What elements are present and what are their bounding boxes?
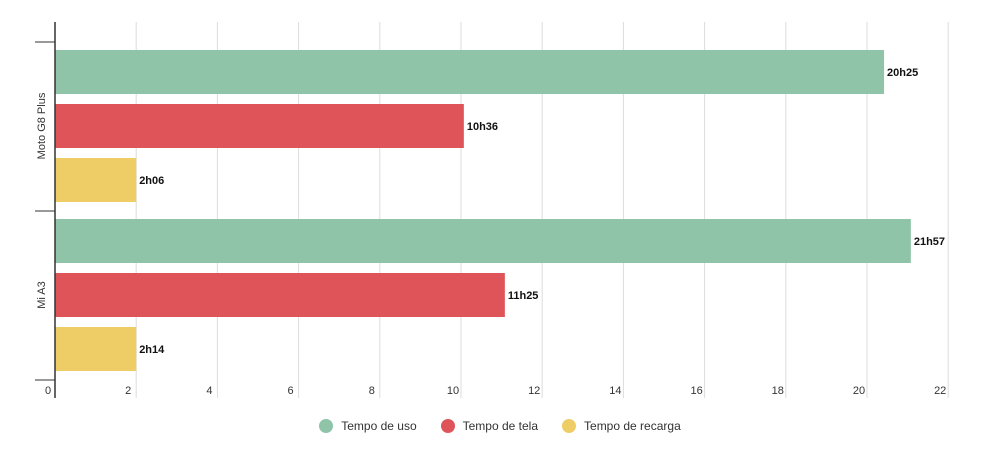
x-tick-label: 12 xyxy=(528,385,540,397)
legend-label: Tempo de uso xyxy=(341,419,417,433)
bars: 20h25 10h36 2h06 21h57 11h25 2h14 xyxy=(55,50,945,371)
category-label: Moto G8 Plus xyxy=(36,92,48,159)
x-tick-label: 2 xyxy=(125,385,131,397)
x-tick-label: 6 xyxy=(288,385,294,397)
x-tick-label: 22 xyxy=(934,385,946,397)
bar-value-label: 2h06 xyxy=(139,175,164,187)
legend-item: Tempo de tela xyxy=(440,419,539,433)
legend-swatch xyxy=(319,419,334,433)
category-label: Mi A3 xyxy=(36,281,48,309)
legend-item: Tempo de recarga xyxy=(562,419,681,433)
x-tick-label: 16 xyxy=(690,385,702,397)
legend: Tempo de uso Tempo de tela Tempo de recarg… xyxy=(0,415,1000,437)
legend-item: Tempo de uso xyxy=(319,419,417,433)
bar-value-label: 10h36 xyxy=(467,121,498,133)
bar xyxy=(55,50,885,94)
x-tick-label: 8 xyxy=(369,385,375,397)
legend-label: Tempo de tela xyxy=(462,419,539,433)
x-tick-label: 14 xyxy=(609,385,621,397)
bar xyxy=(55,158,137,202)
bar-value-label: 11h25 xyxy=(508,290,539,302)
bar xyxy=(55,104,464,148)
legend-swatch xyxy=(440,419,455,433)
x-tick-label: 0 xyxy=(45,385,51,397)
bar-value-label: 2h14 xyxy=(139,344,165,356)
axes: 0 2 4 6 8 10 12 14 16 18 20 22 Moto G8 Plus Mi A3 xyxy=(35,22,946,398)
x-tick-label: 4 xyxy=(206,385,212,397)
bar xyxy=(55,219,911,263)
legend-label: Tempo de recarga xyxy=(584,419,681,433)
x-tick-label: 18 xyxy=(772,385,784,397)
bar-value-label: 21h57 xyxy=(914,236,945,248)
x-tick-label: 10 xyxy=(447,385,459,397)
x-tick-label: 20 xyxy=(853,385,865,397)
bar xyxy=(55,327,137,371)
bar-value-label: 20h25 xyxy=(887,67,918,79)
legend-swatch xyxy=(562,419,577,433)
bar xyxy=(55,273,505,317)
